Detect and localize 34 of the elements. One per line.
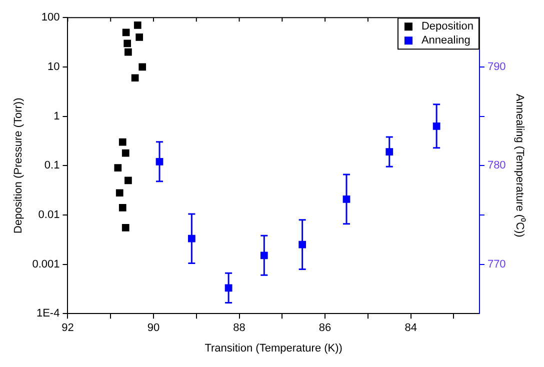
x-tick-label: 92 (62, 322, 74, 334)
y-tick-label: 10 (47, 60, 60, 73)
point (118, 138, 126, 146)
point (134, 22, 142, 29)
y-tick-label: 100 (41, 12, 60, 24)
point (122, 149, 130, 157)
point (136, 34, 144, 41)
legend-label: Annealing (421, 34, 470, 47)
point (124, 40, 132, 48)
y-tick-label: 1 (54, 110, 60, 122)
x-tick-label: 86 (318, 322, 332, 334)
point (122, 224, 130, 232)
point (122, 28, 130, 36)
y2-tick-label: 780 (487, 160, 506, 172)
point (118, 204, 126, 212)
x-tick-label: 84 (404, 322, 417, 334)
x-tick-label: 90 (147, 322, 160, 334)
y-tick-label: 0.001 (32, 258, 60, 270)
y-tick-label: 1E-4 (36, 308, 60, 320)
y2-axis-title: Annealing (Temperature (⁰C)) (513, 94, 526, 238)
y-tick-label: 0.01 (38, 208, 60, 221)
point (114, 164, 122, 172)
x-axis-title: Transition (Temperature (K)) (204, 342, 342, 354)
point (124, 48, 132, 56)
point (131, 74, 139, 82)
y2-tick-label: 790 (487, 60, 506, 73)
point (116, 189, 124, 197)
y-tick-label: 0.1 (44, 160, 60, 172)
point (124, 176, 132, 184)
x-tick-label: 88 (233, 322, 246, 334)
legend-label: Deposition (421, 20, 474, 33)
y2-tick-label: 770 (487, 258, 506, 270)
point (138, 63, 146, 71)
y-axis-title: Deposition (Pressure (Torr)) (12, 98, 25, 234)
